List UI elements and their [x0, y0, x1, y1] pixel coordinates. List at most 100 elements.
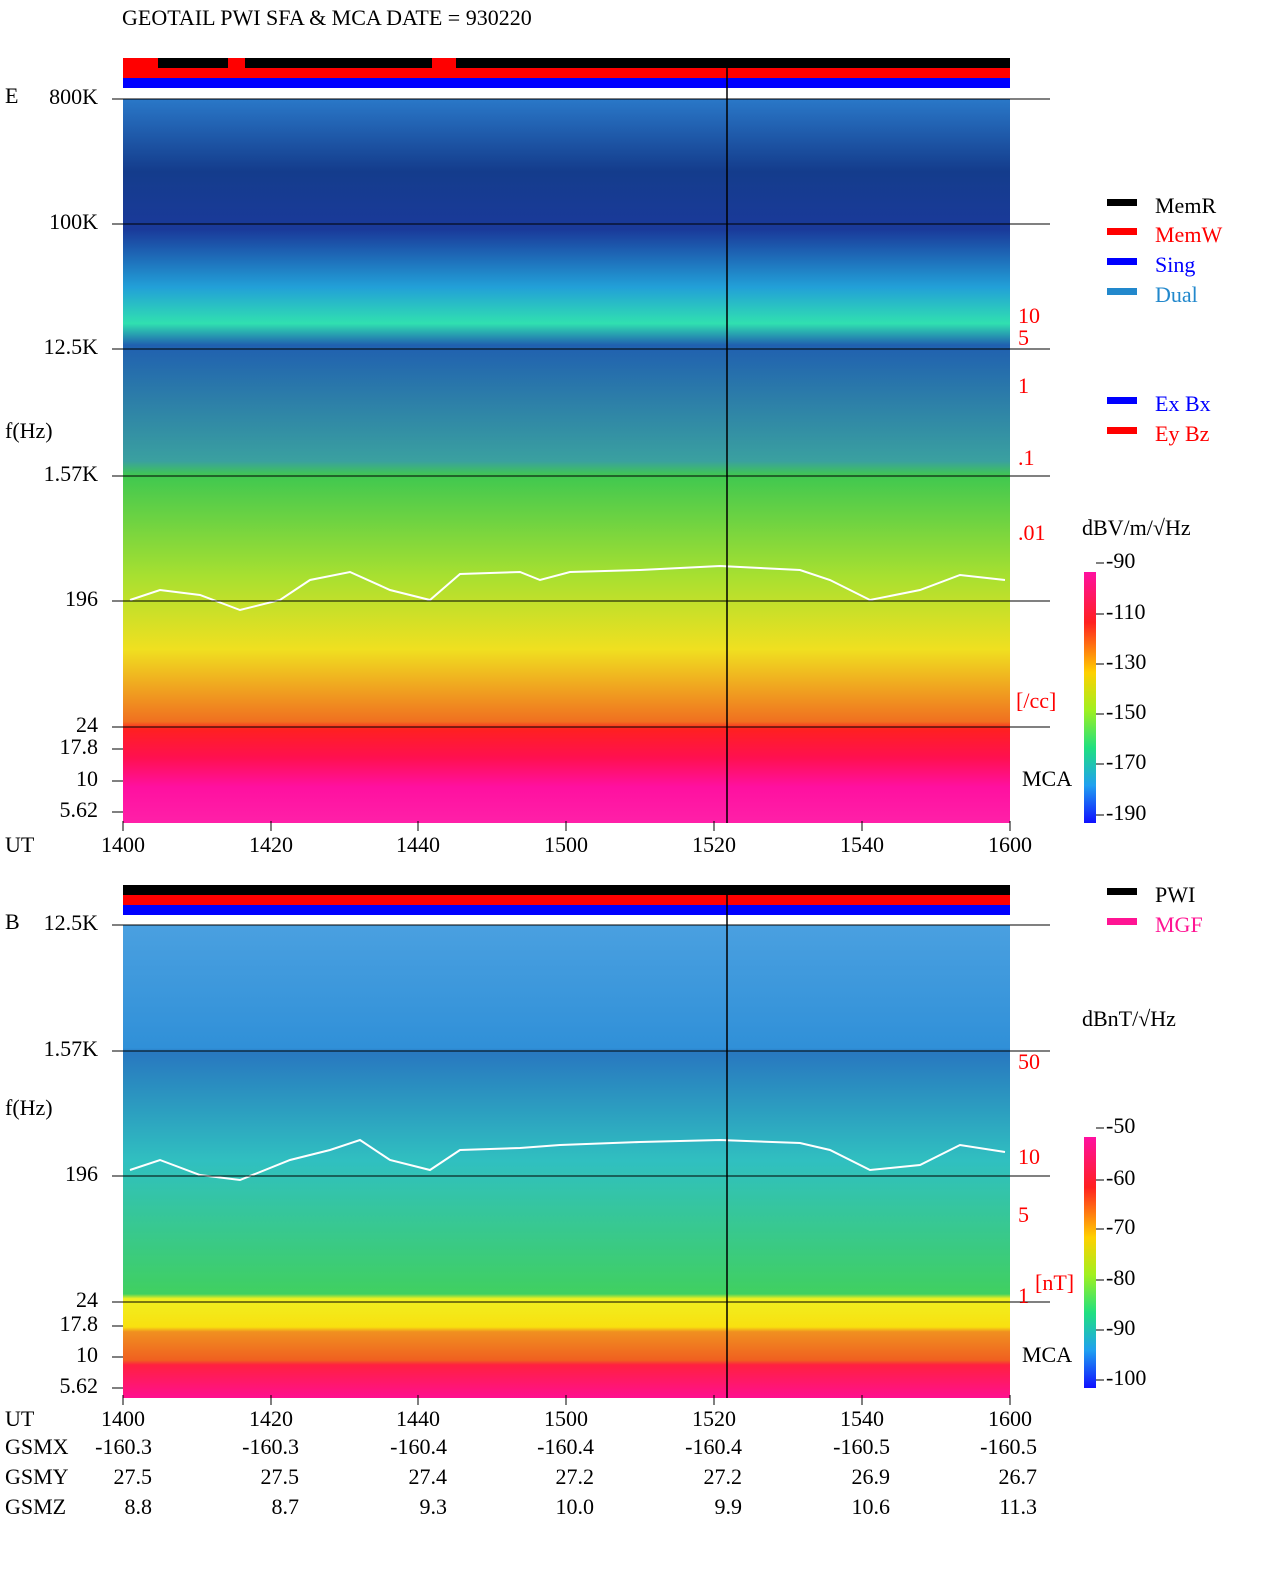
- freq-tick-label: 196: [65, 1161, 98, 1186]
- panel-label: E: [5, 83, 18, 108]
- orbit-value: -160.3: [95, 1434, 152, 1459]
- orbit-value: -160.3: [242, 1434, 299, 1459]
- colorbar-tick-label: -190: [1106, 800, 1146, 825]
- scale-tick-label: 50: [1018, 1049, 1040, 1074]
- freq-tick-label: 5.62: [60, 1373, 99, 1398]
- b-trace: [129, 1138, 1006, 1182]
- scale-tick-label: 1: [1018, 1283, 1029, 1308]
- scale-tick-label: 1: [1018, 373, 1029, 398]
- orbit-value: -160.5: [833, 1434, 890, 1459]
- colorbar-unit: dBV/m/√Hz: [1082, 515, 1191, 540]
- legend-label: PWI: [1155, 882, 1195, 907]
- axis-label: f(Hz): [5, 418, 53, 443]
- orbit-value: 11.3: [999, 1494, 1037, 1519]
- mca-label: MCA: [1022, 766, 1072, 791]
- time-tick-label: 1540: [840, 1406, 884, 1431]
- colorbar-tick-label: -150: [1106, 699, 1146, 724]
- freq-tick-label: 10: [76, 766, 98, 791]
- panel-e-bars: [123, 58, 1010, 88]
- freq-tick-label: 10: [76, 1342, 98, 1367]
- legend-label: Sing: [1155, 252, 1195, 277]
- orbit-value: 26.9: [852, 1464, 891, 1489]
- freq-tick-label: 1.57K: [44, 461, 99, 486]
- freq-tick-label: 24: [76, 1287, 98, 1312]
- legend-swatch: [1107, 918, 1137, 925]
- freq-tick-label: 1.57K: [44, 1036, 99, 1061]
- legend-swatch: [1107, 888, 1137, 895]
- panel-label: B: [5, 909, 20, 934]
- time-label: UT: [5, 832, 35, 857]
- orbit-value: 27.5: [261, 1464, 300, 1489]
- title: GEOTAIL PWI SFA & MCA DATE = 930220: [122, 5, 532, 30]
- b-colorbar: [1084, 1137, 1096, 1388]
- scale-unit: [nT]: [1035, 1270, 1074, 1295]
- orbit-value: -160.4: [685, 1434, 742, 1459]
- legend-swatch: [1107, 427, 1137, 434]
- colorbar-tick-label: -100: [1106, 1365, 1146, 1390]
- e-trace: [129, 564, 1006, 612]
- orbit-value: 9.3: [420, 1494, 448, 1519]
- freq-tick-label: 12.5K: [44, 334, 99, 359]
- time-tick-label: 1400: [101, 1406, 145, 1431]
- legend-swatch: [1107, 397, 1137, 404]
- scale-unit: [/cc]: [1016, 688, 1056, 713]
- orbit-value: 27.2: [556, 1464, 595, 1489]
- mca-label: MCA: [1022, 1342, 1072, 1367]
- legend-label: MGF: [1155, 912, 1203, 937]
- freq-tick-label: 5.62: [60, 797, 99, 822]
- orbit-value: 10.6: [852, 1494, 891, 1519]
- legend-swatch: [1107, 199, 1137, 206]
- time-tick-label: 1500: [544, 1406, 588, 1431]
- time-tick-label: 1600: [988, 832, 1032, 857]
- orbit-value: 9.9: [715, 1494, 743, 1519]
- time-tick-label: 1520: [692, 832, 736, 857]
- orbit-value: 10.0: [556, 1494, 595, 1519]
- legend-label: Ey Bz: [1155, 421, 1210, 446]
- scale-tick-label: 10: [1018, 303, 1040, 328]
- orbit-value: 27.5: [114, 1464, 153, 1489]
- time-tick-label: 1400: [101, 832, 145, 857]
- time-tick-label: 1440: [396, 832, 440, 857]
- e-colorbar: [1084, 572, 1096, 823]
- time-label: UT: [5, 1406, 35, 1431]
- legend-label: MemW: [1155, 222, 1222, 247]
- orbit-value: -160.5: [980, 1434, 1037, 1459]
- scale-tick-label: .01: [1018, 520, 1046, 545]
- legend-swatch: [1107, 258, 1137, 265]
- freq-tick-label: 800K: [49, 84, 98, 109]
- freq-tick-label: 17.8: [60, 734, 99, 759]
- time-tick-label: 1540: [840, 832, 884, 857]
- axis-label: f(Hz): [5, 1095, 53, 1120]
- orbit-label: GSMX: [5, 1434, 69, 1459]
- colorbar-tick-label: -60: [1106, 1165, 1135, 1190]
- legend-swatch: [1107, 228, 1137, 235]
- e-spectrogram: [123, 99, 1010, 823]
- legend-label: Dual: [1155, 282, 1198, 307]
- colorbar-tick-label: -170: [1106, 749, 1146, 774]
- freq-tick-label: 17.8: [60, 1311, 99, 1336]
- orbit-value: 26.7: [999, 1464, 1038, 1489]
- time-tick-label: 1420: [249, 832, 293, 857]
- b-spectrogram: [123, 925, 1010, 1398]
- colorbar-tick-label: -70: [1106, 1214, 1135, 1239]
- orbit-value: 8.8: [125, 1494, 153, 1519]
- colorbar-tick-label: -110: [1106, 599, 1146, 624]
- colorbar-tick-label: -50: [1106, 1113, 1135, 1138]
- legend-label: Ex Bx: [1155, 391, 1211, 416]
- scale-tick-label: 5: [1018, 1202, 1029, 1227]
- colorbar-tick-label: -90: [1106, 548, 1135, 573]
- freq-tick-label: 12.5K: [44, 910, 99, 935]
- orbit-value: 8.7: [272, 1494, 300, 1519]
- freq-tick-label: 24: [76, 712, 98, 737]
- orbit-value: 27.4: [409, 1464, 448, 1489]
- orbit-label: GSMZ: [5, 1494, 66, 1519]
- panel-b-bars: [123, 885, 1010, 915]
- scale-tick-label: 5: [1018, 325, 1029, 350]
- orbit-value: -160.4: [390, 1434, 447, 1459]
- colorbar-tick-label: -90: [1106, 1315, 1135, 1340]
- time-tick-label: 1440: [396, 1406, 440, 1431]
- freq-tick-label: 100K: [49, 209, 98, 234]
- colorbar-tick-label: -130: [1106, 649, 1146, 674]
